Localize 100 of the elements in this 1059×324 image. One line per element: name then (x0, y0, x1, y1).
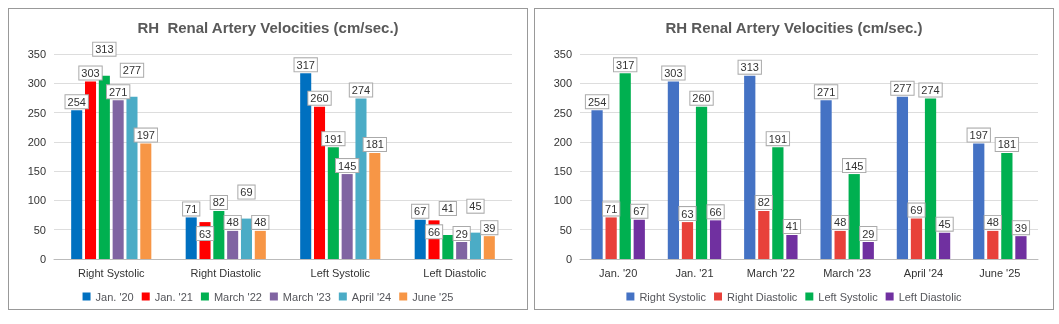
data-label: 48 (254, 216, 267, 229)
legend-label: March '23 (282, 290, 331, 303)
legend-label: Jan. '21 (154, 290, 193, 303)
data-label: 71 (605, 202, 618, 215)
bar (591, 110, 603, 259)
x-tick-label: Right Systolic (77, 266, 146, 279)
legend-label: March '22 (213, 290, 262, 303)
bar (469, 232, 482, 259)
data-label: 254 (67, 95, 86, 108)
data-label: 197 (136, 129, 155, 142)
data-label: 191 (768, 132, 788, 145)
data-label: 260 (692, 92, 711, 105)
y-tick-label: 150 (27, 165, 46, 178)
x-tick-label: Jan. '21 (675, 266, 714, 279)
data-label: 69 (240, 186, 253, 199)
bar (987, 230, 999, 259)
y-tick-label: 0 (565, 253, 572, 265)
bar (695, 106, 708, 259)
bar (938, 232, 951, 259)
data-label: 317 (296, 58, 315, 71)
data-label: 69 (910, 204, 923, 217)
bar (1015, 236, 1027, 259)
data-label: 63 (681, 207, 694, 220)
legend-label: April '24 (351, 290, 392, 303)
data-label: 181 (997, 138, 1017, 151)
y-tick-label: 150 (553, 165, 572, 178)
bar (369, 152, 381, 259)
data-label: 274 (921, 84, 940, 97)
bar (820, 100, 832, 259)
bar (605, 217, 617, 259)
data-label: 82 (757, 196, 770, 209)
chart-title: RH Renal Artery Velocities (cm/sec.) (137, 19, 399, 36)
data-label: 274 (351, 84, 371, 97)
y-tick-label: 350 (553, 48, 572, 60)
x-tick-label: Left Diastolic (423, 266, 487, 279)
legend-label: Right Diastolic (727, 290, 798, 303)
x-tick-label: March '22 (746, 266, 795, 279)
data-label: 48 (834, 216, 847, 229)
data-label: 313 (95, 43, 114, 56)
bar (300, 73, 312, 259)
data-label: 45 (469, 200, 482, 213)
bar (456, 242, 468, 259)
data-label: 303 (81, 67, 100, 80)
data-label: 63 (198, 227, 212, 240)
y-tick-label: 50 (33, 223, 46, 236)
bar (744, 75, 756, 259)
data-label: 45 (938, 218, 951, 231)
y-tick-label: 100 (27, 194, 46, 207)
bar (341, 174, 353, 259)
data-label: 313 (740, 61, 759, 74)
data-label: 29 (862, 227, 875, 240)
data-label: 260 (310, 92, 329, 105)
data-label: 41 (785, 220, 799, 233)
data-label: 197 (969, 129, 988, 142)
data-label: 317 (616, 58, 635, 71)
y-tick-label: 250 (27, 106, 46, 119)
y-tick-label: 200 (553, 135, 572, 148)
y-tick-label: 300 (27, 77, 46, 90)
bar (973, 143, 985, 259)
bar (896, 96, 909, 259)
y-tick-label: 50 (559, 223, 572, 236)
bar (1001, 152, 1013, 259)
bar (786, 234, 798, 259)
legend-label: Right Systolic (639, 290, 707, 303)
data-label: 145 (337, 159, 357, 172)
bar (772, 147, 784, 259)
bar (240, 218, 253, 259)
data-label: 48 (226, 216, 239, 229)
data-label: 67 (414, 205, 427, 218)
bar (112, 100, 124, 259)
y-tick-label: 350 (27, 48, 46, 60)
data-label: 271 (816, 85, 836, 98)
y-tick-label: 250 (553, 106, 572, 119)
bar (910, 218, 923, 259)
bar (681, 222, 694, 259)
bar (227, 230, 239, 259)
bar (414, 219, 426, 259)
bar (442, 234, 454, 259)
bar (84, 81, 97, 259)
x-tick-label: March '23 (823, 266, 872, 279)
bar (862, 242, 874, 259)
data-label: 271 (108, 85, 128, 98)
data-label: 191 (324, 132, 343, 145)
bar (667, 81, 680, 259)
bar (71, 110, 83, 259)
bar (758, 210, 770, 259)
bar (213, 210, 225, 259)
bar (98, 75, 110, 259)
y-tick-label: 200 (27, 135, 46, 148)
y-tick-label: 300 (553, 77, 572, 90)
data-label: 277 (122, 64, 142, 77)
data-label: 71 (185, 202, 198, 215)
chart-title: RH Renal Artery Velocities (cm/sec.) (665, 19, 923, 36)
bar (709, 220, 722, 259)
y-tick-label: 100 (553, 194, 572, 207)
data-label: 181 (365, 138, 384, 151)
bar (834, 230, 846, 259)
data-label: 145 (845, 159, 864, 172)
data-label: 39 (483, 221, 496, 234)
legend-label: Jan. '20 (95, 290, 134, 303)
